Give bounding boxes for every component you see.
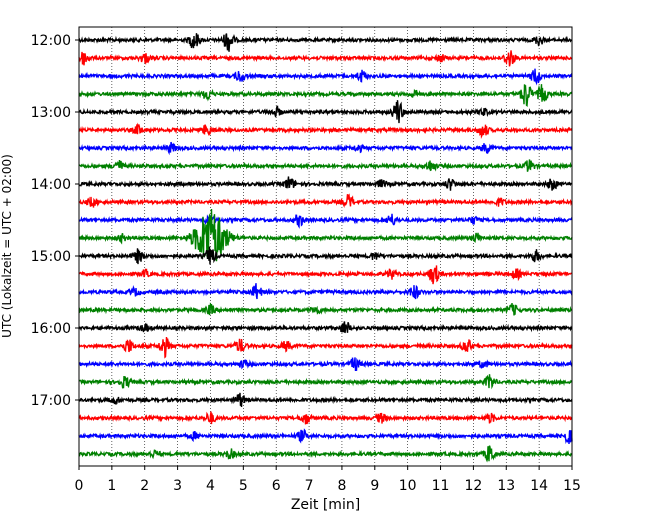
grid-lines <box>111 27 540 466</box>
x-tick-label: 0 <box>75 478 84 494</box>
trace-1630 <box>78 357 573 372</box>
x-tick-label: 15 <box>563 478 581 494</box>
trace-1615 <box>78 336 573 359</box>
y-tick-label: 12:00 <box>31 33 71 49</box>
trace-1345 <box>78 159 573 172</box>
plot-frame <box>78 26 573 467</box>
trace-1330 <box>78 141 573 156</box>
x-tick-label: 9 <box>370 478 379 494</box>
y-tick-label: 17:00 <box>31 393 71 409</box>
x-tick-label: 11 <box>432 478 450 494</box>
trace-1315 <box>78 122 573 140</box>
trace-1600 <box>78 321 573 334</box>
trace-1500 <box>78 246 573 265</box>
x-tick-label: 4 <box>206 478 215 494</box>
x-tick-label: 12 <box>464 478 482 494</box>
trace-1215 <box>78 50 573 67</box>
x-tick-label: 8 <box>337 478 346 494</box>
x-tick-label: 1 <box>107 478 116 494</box>
x-tick-label: 5 <box>239 478 248 494</box>
y-axis: 12:00 13:00 14:00 15:00 16:00 17:00 <box>31 33 79 409</box>
trace-1645 <box>78 374 573 390</box>
trace-1400 <box>78 176 573 191</box>
y-axis-title: UTC (Lokalzeit = UTC + 02:00) <box>0 154 14 338</box>
trace-1730 <box>78 428 573 445</box>
trace-1700 <box>78 392 573 408</box>
x-tick-label: 2 <box>140 478 149 494</box>
y-tick-label: 15:00 <box>31 249 71 265</box>
y-tick-label: 13:00 <box>31 105 71 121</box>
x-axis: 0 1 2 3 4 5 6 7 8 9 10 11 12 13 14 15 <box>75 466 581 494</box>
y-tick-label: 14:00 <box>31 177 71 193</box>
trace-1230 <box>78 68 573 86</box>
x-tick-label: 10 <box>399 478 417 494</box>
trace-1415 <box>78 193 573 209</box>
trace-1745 <box>78 445 573 463</box>
y-tick-label: 16:00 <box>31 321 71 337</box>
x-tick-label: 3 <box>173 478 182 494</box>
trace-1530 <box>78 283 573 300</box>
x-axis-title: Zeit [min] <box>291 497 360 513</box>
trace-1715 <box>78 411 573 425</box>
x-tick-label: 13 <box>497 478 515 494</box>
trace-1430 <box>78 213 573 229</box>
x-tick-label: 7 <box>305 478 314 494</box>
trace-1245 <box>78 84 573 107</box>
trace-1200 <box>78 33 573 52</box>
trace-1515 <box>78 265 573 285</box>
trace-1300 <box>78 100 573 124</box>
trace-1545 <box>78 302 573 316</box>
x-tick-label: 6 <box>272 478 281 494</box>
trace-lines <box>78 33 573 463</box>
trace-1445 <box>78 209 573 262</box>
x-tick-label: 14 <box>530 478 548 494</box>
